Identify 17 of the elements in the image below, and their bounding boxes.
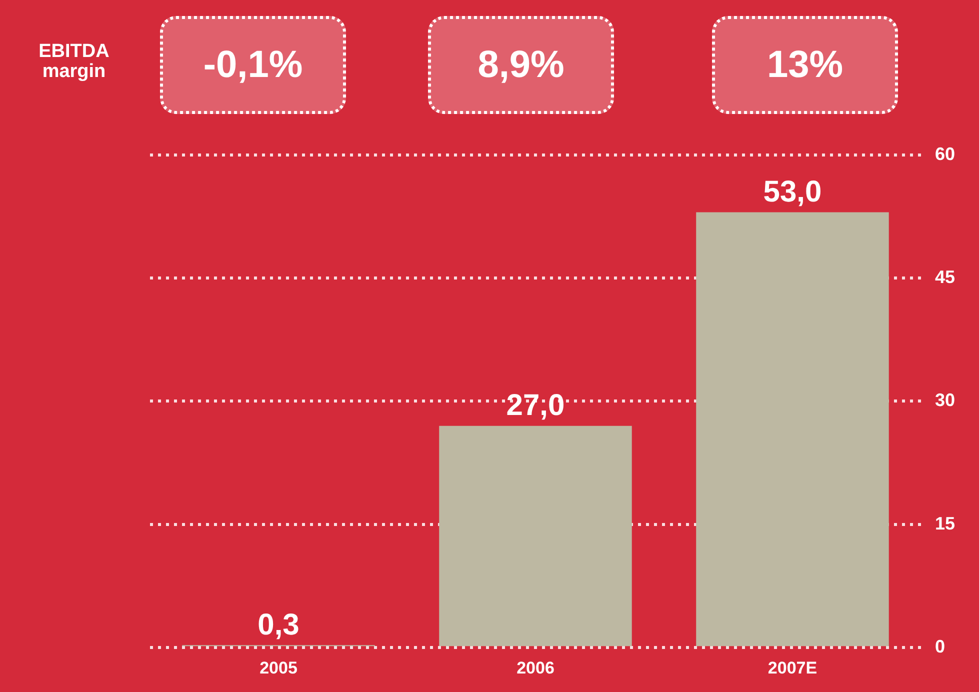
y-tick-label: 0 — [934, 636, 945, 657]
y-tick-label: 15 — [934, 513, 956, 534]
data-label: 53,0 — [763, 176, 822, 209]
y-tick-label: 45 — [934, 266, 956, 287]
x-tick-label: 2006 — [516, 658, 554, 678]
x-tick-label: 2005 — [260, 658, 298, 678]
text: -0,1% — [160, 16, 346, 114]
text: EBITDA margin — [38, 41, 110, 82]
y-tick-label: 30 — [934, 390, 956, 410]
x-tick-label: 2007E — [768, 658, 818, 678]
y-tick-label: 60 — [934, 144, 956, 164]
text: 13% — [712, 16, 898, 114]
text: 8,9% — [428, 16, 614, 114]
data-label: 0,3 — [258, 608, 300, 642]
bar — [696, 212, 889, 646]
data-label: 27,0 — [506, 389, 565, 422]
bar — [439, 426, 632, 646]
